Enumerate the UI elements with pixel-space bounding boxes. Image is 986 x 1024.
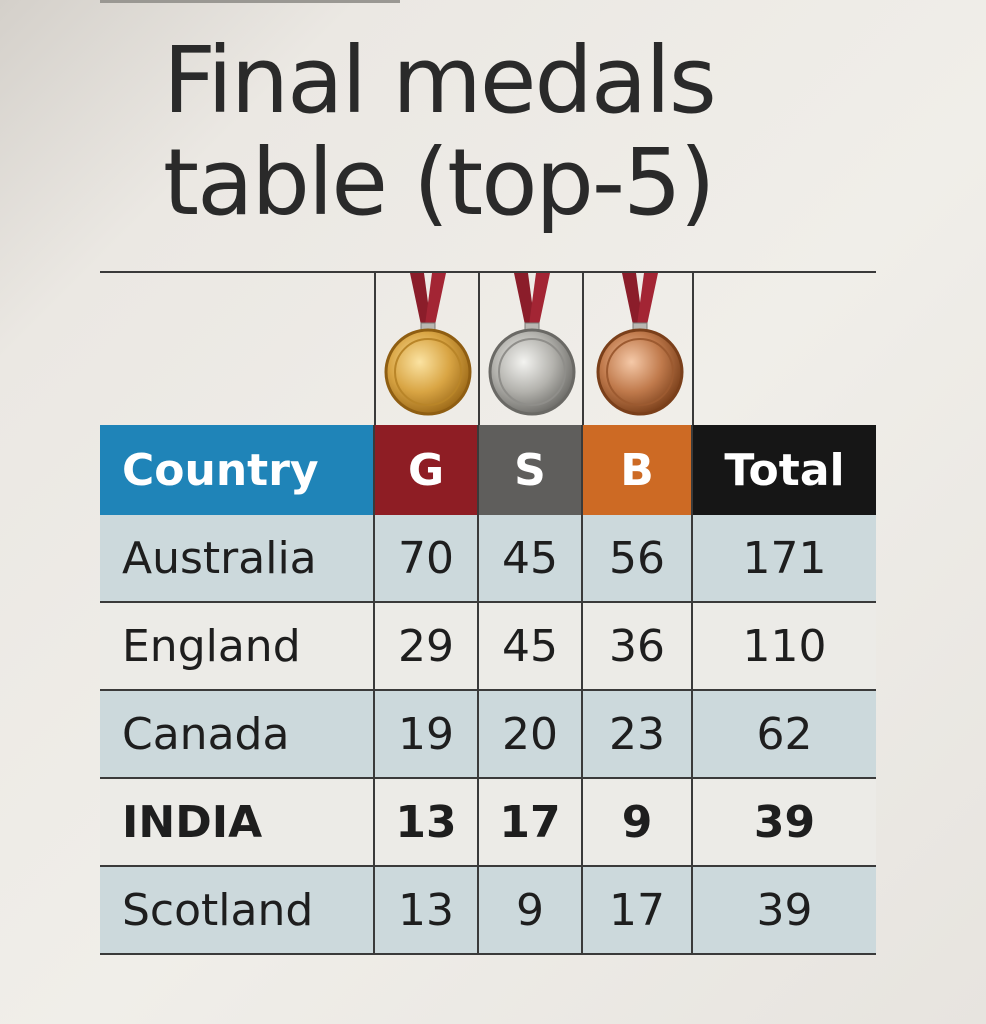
column-divider xyxy=(692,273,694,425)
bronze-cell: 36 xyxy=(581,602,692,691)
bronze-medal-icon xyxy=(596,273,684,416)
column-divider xyxy=(582,273,584,425)
silver-cell: 17 xyxy=(477,778,582,867)
column-divider xyxy=(374,273,376,425)
bronze-cell: 9 xyxy=(581,778,692,867)
total-cell: 62 xyxy=(691,690,876,779)
bronze-cell: 23 xyxy=(581,690,692,779)
country-cell: Scotland xyxy=(100,866,374,955)
total-cell: 110 xyxy=(691,602,876,691)
column-divider xyxy=(478,273,480,425)
table-row: England 29 45 36 110 xyxy=(100,602,876,691)
gold-cell: 29 xyxy=(373,602,478,691)
table-row: Scotland 13 9 17 39 xyxy=(100,866,876,955)
silver-cell: 45 xyxy=(477,515,582,603)
total-cell: 39 xyxy=(691,866,876,955)
silver-cell: 45 xyxy=(477,602,582,691)
country-cell: England xyxy=(100,602,374,691)
bronze-column-header: B xyxy=(581,425,692,515)
silver-cell: 20 xyxy=(477,690,582,779)
country-cell: INDIA xyxy=(100,778,374,867)
silver-cell: 9 xyxy=(477,866,582,955)
country-column-header: Country xyxy=(100,425,374,515)
silver-medal-icon xyxy=(488,273,576,416)
title-line-1: Final medals xyxy=(163,27,717,134)
medal-icons-row xyxy=(100,273,876,425)
gold-cell: 13 xyxy=(373,866,478,955)
gold-cell: 13 xyxy=(373,778,478,867)
total-cell: 39 xyxy=(691,778,876,867)
total-cell: 171 xyxy=(691,515,876,603)
gold-cell: 70 xyxy=(373,515,478,603)
page-title: Final medals table (top-5) xyxy=(163,30,803,234)
total-column-header: Total xyxy=(691,425,876,515)
bronze-cell: 56 xyxy=(581,515,692,603)
table-row: Canada 19 20 23 62 xyxy=(100,690,876,779)
gold-cell: 19 xyxy=(373,690,478,779)
silver-column-header: S xyxy=(477,425,582,515)
title-divider xyxy=(100,271,876,273)
table-row-highlighted: INDIA 13 17 9 39 xyxy=(100,778,876,867)
top-edge-line xyxy=(100,0,400,3)
table-row: Australia 70 45 56 171 xyxy=(100,515,876,603)
title-line-2: table (top-5) xyxy=(163,129,716,236)
medals-table: Country G S B Total Australia 70 45 56 1… xyxy=(100,425,876,955)
table-header-row: Country G S B Total xyxy=(100,425,876,515)
bronze-cell: 17 xyxy=(581,866,692,955)
country-cell: Australia xyxy=(100,515,374,603)
gold-medal-icon xyxy=(384,273,472,416)
country-cell: Canada xyxy=(100,690,374,779)
gold-column-header: G xyxy=(373,425,478,515)
